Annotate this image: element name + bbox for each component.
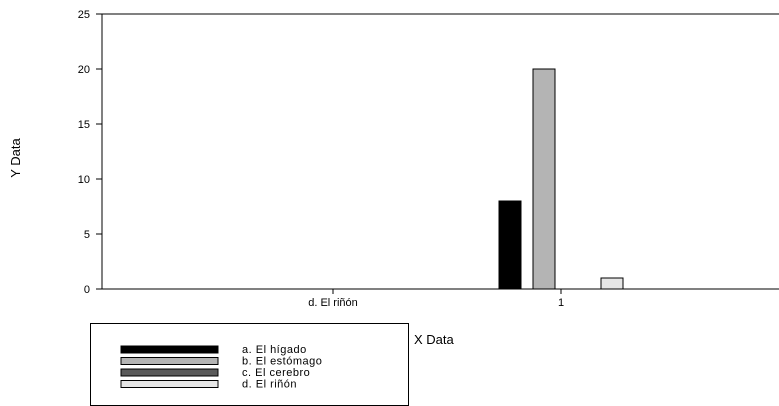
legend-label: d. El riñón	[242, 379, 297, 391]
legend-swatch	[120, 368, 219, 377]
y-tick-label: 0	[84, 284, 90, 296]
bar	[600, 277, 624, 290]
x-axis-title: X Data	[414, 332, 455, 347]
y-tick-label: 15	[78, 119, 90, 131]
legend-swatch	[120, 345, 219, 354]
y-tick-label: 20	[78, 64, 90, 76]
plot-area	[101, 13, 779, 290]
legend-swatch	[120, 380, 219, 388]
y-axis-ticks: 0 5 10 15 20 25	[78, 9, 102, 296]
bars	[498, 68, 624, 290]
y-tick-label: 10	[78, 174, 90, 186]
y-axis-title: Y Data	[8, 137, 23, 177]
y-tick-label: 25	[78, 9, 90, 21]
x-tick-label: d. El riñón	[308, 297, 358, 309]
legend-label: a. El hígado	[242, 344, 307, 356]
y-tick-label: 5	[84, 229, 90, 241]
legend-swatch	[120, 357, 219, 365]
legend-label: b. El estómago	[242, 356, 322, 368]
bar	[498, 200, 522, 290]
legend-label: c. El cerebro	[242, 367, 310, 379]
x-axis-ticks: d. El riñón 1	[308, 289, 564, 309]
bar	[532, 68, 556, 290]
x-tick-label: 1	[558, 297, 564, 309]
